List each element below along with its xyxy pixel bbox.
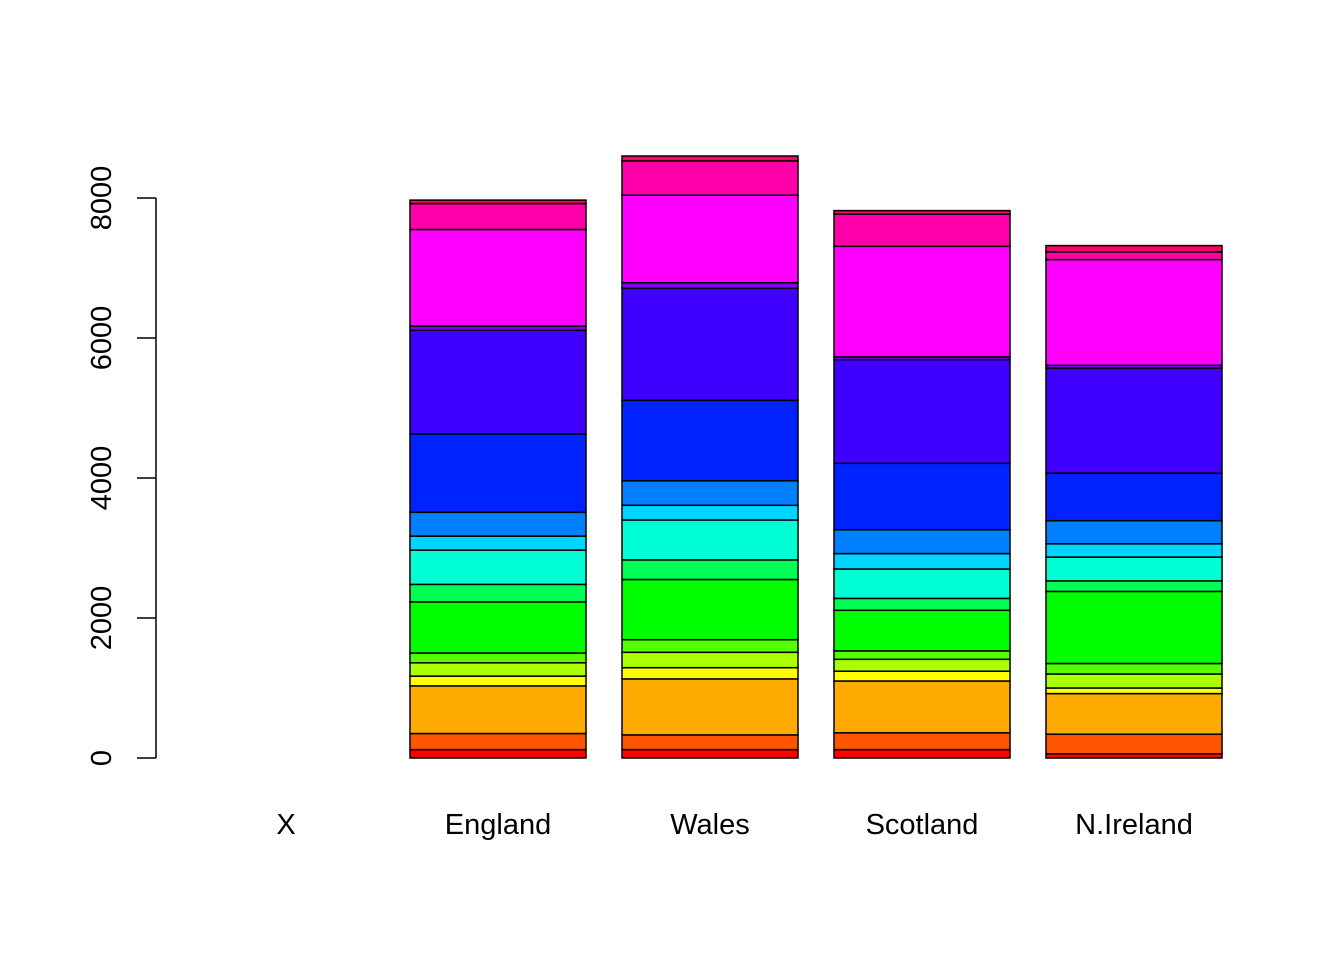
bar-segment-n-ireland-12	[1045, 472, 1223, 522]
bar-segment-wales-4	[621, 651, 799, 669]
bar-segment-wales-2	[621, 678, 799, 736]
bar-segment-scotland-2	[833, 680, 1011, 734]
bar-segment-england-12	[409, 433, 587, 514]
bar-segment-scotland-0	[833, 748, 1011, 759]
bar-segment-england-15	[409, 228, 587, 327]
bar-segment-england-9	[409, 549, 587, 586]
bar-segment-n-ireland-15	[1045, 258, 1223, 367]
bar-segment-england-6	[409, 601, 587, 654]
category-label: Wales	[670, 809, 750, 841]
bar-segment-wales-6	[621, 578, 799, 641]
bar-segment-wales-7	[621, 559, 799, 581]
bar-segment-wales-1	[621, 734, 799, 751]
bar-segment-england-0	[409, 748, 587, 759]
bar-segment-england-16	[409, 202, 587, 231]
category-label: England	[445, 809, 551, 841]
bar-segment-wales-0	[621, 748, 799, 759]
bar-segment-scotland-1	[833, 732, 1011, 751]
bar-segment-wales-17	[621, 155, 799, 162]
bar-segment-scotland-10	[833, 552, 1011, 570]
bar-segment-n-ireland-6	[1045, 590, 1223, 665]
bar-segment-scotland-4	[833, 658, 1011, 672]
bar-segment-england-1	[409, 732, 587, 751]
bar-segment-scotland-3	[833, 670, 1011, 682]
bar-segment-n-ireland-11	[1045, 519, 1223, 545]
bar-segment-wales-14	[621, 281, 799, 290]
bars	[409, 155, 1223, 759]
bar-segment-wales-16	[621, 160, 799, 196]
bar-segment-wales-11	[621, 480, 799, 507]
bar-segment-wales-5	[621, 638, 799, 654]
bar-segment-scotland-7	[833, 597, 1011, 612]
bar-segment-wales-10	[621, 504, 799, 521]
y-tick-label: 4000	[86, 446, 118, 511]
bar-segment-scotland-16	[833, 213, 1011, 248]
bar-segment-n-ireland-17	[1045, 244, 1223, 253]
bar-segment-england-2	[409, 685, 587, 735]
bar-segment-england-3	[409, 675, 587, 687]
y-tick-label: 8000	[86, 166, 118, 231]
bar-segment-scotland-17	[833, 209, 1011, 215]
category-label: N.Ireland	[1075, 809, 1193, 841]
bar-segment-scotland-9	[833, 568, 1011, 600]
bar-segment-n-ireland-9	[1045, 556, 1223, 582]
bar-segment-england-4	[409, 662, 587, 677]
bar-segment-scotland-12	[833, 462, 1011, 531]
category-label: X	[276, 809, 295, 841]
x-axis-labels: X England Wales Scotland N.Ireland	[276, 809, 1193, 841]
bar-segment-scotland-13	[833, 358, 1011, 465]
bar-segment-wales-13	[621, 287, 799, 402]
bar-segment-n-ireland-13	[1045, 367, 1223, 474]
bar-segment-wales-15	[621, 194, 799, 284]
bar-segment-scotland-15	[833, 245, 1011, 358]
category-label: Scotland	[866, 809, 979, 841]
bar-segment-n-ireland-4	[1045, 673, 1223, 689]
bar-segment-n-ireland-3	[1045, 687, 1223, 695]
bar-segment-n-ireland-16	[1045, 251, 1223, 261]
bar-segment-scotland-6	[833, 609, 1011, 652]
bar-segment-scotland-11	[833, 529, 1011, 555]
bar-segment-england-11	[409, 511, 587, 537]
bar-segment-england-10	[409, 535, 587, 551]
bar-segment-england-17	[409, 199, 587, 205]
bar-segment-n-ireland-5	[1045, 662, 1223, 675]
bar-segment-england-7	[409, 583, 587, 603]
bar-segment-wales-3	[621, 666, 799, 680]
bar-segment-n-ireland-1	[1045, 733, 1223, 755]
bar-segment-n-ireland-7	[1045, 580, 1223, 593]
bar-segment-scotland-5	[833, 650, 1011, 661]
y-tick-label: 2000	[86, 586, 118, 651]
bar-segment-england-13	[409, 329, 587, 435]
bar-segment-n-ireland-10	[1045, 543, 1223, 558]
bar-segment-wales-9	[621, 519, 799, 561]
y-tick-label: 0	[86, 750, 118, 766]
bar-segment-n-ireland-2	[1045, 692, 1223, 735]
y-tick-label: 6000	[86, 306, 118, 371]
bar-segment-england-5	[409, 652, 587, 664]
y-axis: 0 2000 4000 6000 8000	[86, 166, 157, 766]
bar-segment-wales-12	[621, 399, 799, 482]
